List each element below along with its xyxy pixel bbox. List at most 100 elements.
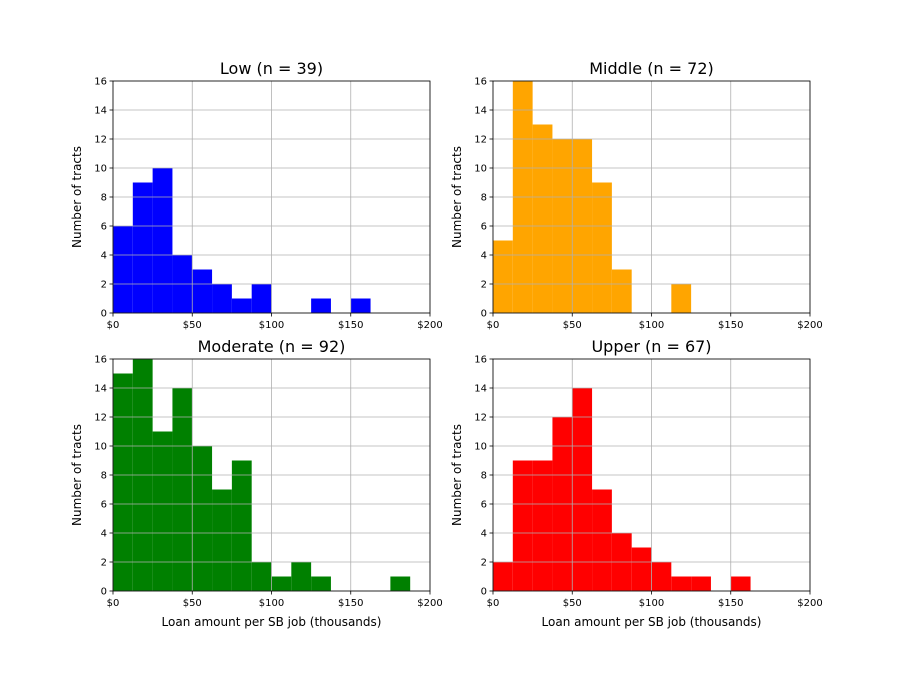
y-tick-label: 6 xyxy=(481,222,487,233)
x-tick-label: $50 xyxy=(563,598,582,609)
y-tick-label: 0 xyxy=(481,309,487,320)
low-bars xyxy=(113,168,371,313)
y-tick-label: 10 xyxy=(94,164,107,175)
upper-title: Upper (n = 67) xyxy=(591,337,711,356)
y-tick-label: 8 xyxy=(101,471,107,482)
x-tick-label: $100 xyxy=(639,598,664,609)
y-tick-label: 0 xyxy=(481,587,487,598)
upper-bar xyxy=(512,460,533,591)
x-tick-label: $200 xyxy=(417,598,442,609)
y-tick-label: 0 xyxy=(101,587,107,598)
x-tick-label: $0 xyxy=(107,598,120,609)
y-tick-label: 4 xyxy=(481,529,487,540)
middle-bar xyxy=(611,269,632,313)
y-tick-label: 4 xyxy=(101,529,107,540)
moderate-bar xyxy=(212,489,232,591)
y-tick-label: 6 xyxy=(481,500,487,511)
y-tick-label: 14 xyxy=(474,384,487,395)
x-tick-label: $150 xyxy=(718,320,743,331)
moderate-title: Moderate (n = 92) xyxy=(198,337,346,356)
y-tick-label: 8 xyxy=(101,193,107,204)
x-tick-label: $100 xyxy=(639,320,664,331)
middle-panel: $0 $50 $100 $150 $200 0 2 4 6 8 10 12 14 16 Middle (n … xyxy=(450,59,823,331)
upper-bar xyxy=(631,547,652,591)
x-tick-label: $50 xyxy=(563,320,582,331)
x-tick-label: $100 xyxy=(259,598,284,609)
x-tick-label: $200 xyxy=(417,320,442,331)
moderate-bar xyxy=(291,562,312,591)
moderate-bar xyxy=(251,562,272,591)
upper-panel: $0 $50 $100 $150 $200 0 2 4 6 8 10 12 14 16 Upper (n =… xyxy=(450,337,823,629)
upper-bar xyxy=(730,576,751,591)
upper-x-axis-label: Loan amount per SB job (thousands) xyxy=(542,615,762,629)
upper-y-axis-label: Number of tracts xyxy=(450,424,464,526)
low-title: Low (n = 39) xyxy=(220,59,323,78)
y-tick-label: 14 xyxy=(94,106,107,117)
middle-y-axis-label: Number of tracts xyxy=(450,146,464,248)
upper-bar xyxy=(671,576,692,591)
x-tick-label: $200 xyxy=(797,320,822,331)
moderate-bar xyxy=(390,576,411,591)
y-tick-label: 12 xyxy=(94,413,107,424)
y-tick-label: 8 xyxy=(481,193,487,204)
upper-bar xyxy=(651,562,672,591)
y-tick-label: 12 xyxy=(94,135,107,146)
upper-bar xyxy=(493,562,513,591)
y-tick-label: 16 xyxy=(474,77,487,88)
x-tick-label: $0 xyxy=(487,598,500,609)
upper-bar xyxy=(592,489,612,591)
moderate-bar xyxy=(231,460,252,591)
middle-bar xyxy=(671,284,692,313)
low-gridlines xyxy=(112,80,431,314)
moderate-bar xyxy=(192,446,213,591)
x-tick-label: $50 xyxy=(183,598,202,609)
upper-bar xyxy=(532,460,553,591)
moderate-y-axis-label: Number of tracts xyxy=(70,424,84,526)
y-tick-label: 16 xyxy=(94,355,107,366)
y-tick-label: 6 xyxy=(101,500,107,511)
y-tick-label: 4 xyxy=(481,251,487,262)
y-tick-label: 2 xyxy=(481,558,487,569)
moderate-bar xyxy=(172,388,193,591)
low-bar xyxy=(113,226,133,313)
y-tick-label: 14 xyxy=(474,106,487,117)
x-tick-label: $0 xyxy=(487,320,500,331)
moderate-bar xyxy=(311,576,331,591)
y-tick-label: 10 xyxy=(474,442,487,453)
y-tick-label: 2 xyxy=(101,280,107,291)
moderate-x-axis-label: Loan amount per SB job (thousands) xyxy=(162,615,382,629)
y-tick-label: 4 xyxy=(101,251,107,262)
low-bar xyxy=(231,298,252,313)
low-panel: $0 $50 $100 $150 $200 0 2 4 6 8 10 12 14 16 Low (n = 3… xyxy=(70,59,443,331)
low-bar xyxy=(311,298,331,313)
y-tick-label: 10 xyxy=(474,164,487,175)
x-tick-label: $50 xyxy=(183,320,202,331)
low-bar xyxy=(350,298,371,313)
low-y-axis-label: Number of tracts xyxy=(70,146,84,248)
y-tick-label: 10 xyxy=(94,442,107,453)
y-tick-label: 16 xyxy=(94,77,107,88)
low-bar xyxy=(152,168,173,313)
low-bar xyxy=(132,182,153,313)
y-tick-label: 2 xyxy=(481,280,487,291)
upper-bars xyxy=(493,388,751,591)
y-tick-label: 8 xyxy=(481,471,487,482)
x-tick-label: $150 xyxy=(718,598,743,609)
low-bar xyxy=(251,284,272,313)
middle-bar xyxy=(532,124,553,313)
y-tick-label: 2 xyxy=(101,558,107,569)
upper-bar xyxy=(691,576,711,591)
y-tick-label: 0 xyxy=(101,309,107,320)
moderate-panel: $0 $50 $100 $150 $200 0 2 4 6 8 10 12 14 16 Moderate (… xyxy=(70,337,443,629)
y-tick-label: 12 xyxy=(474,135,487,146)
moderate-bar xyxy=(152,431,173,591)
moderate-bar xyxy=(271,576,292,591)
y-tick-label: 12 xyxy=(474,413,487,424)
y-tick-label: 14 xyxy=(94,384,107,395)
y-tick-label: 16 xyxy=(474,355,487,366)
upper-bar xyxy=(572,388,593,591)
x-tick-label: $0 xyxy=(107,320,120,331)
middle-title: Middle (n = 72) xyxy=(589,59,714,78)
